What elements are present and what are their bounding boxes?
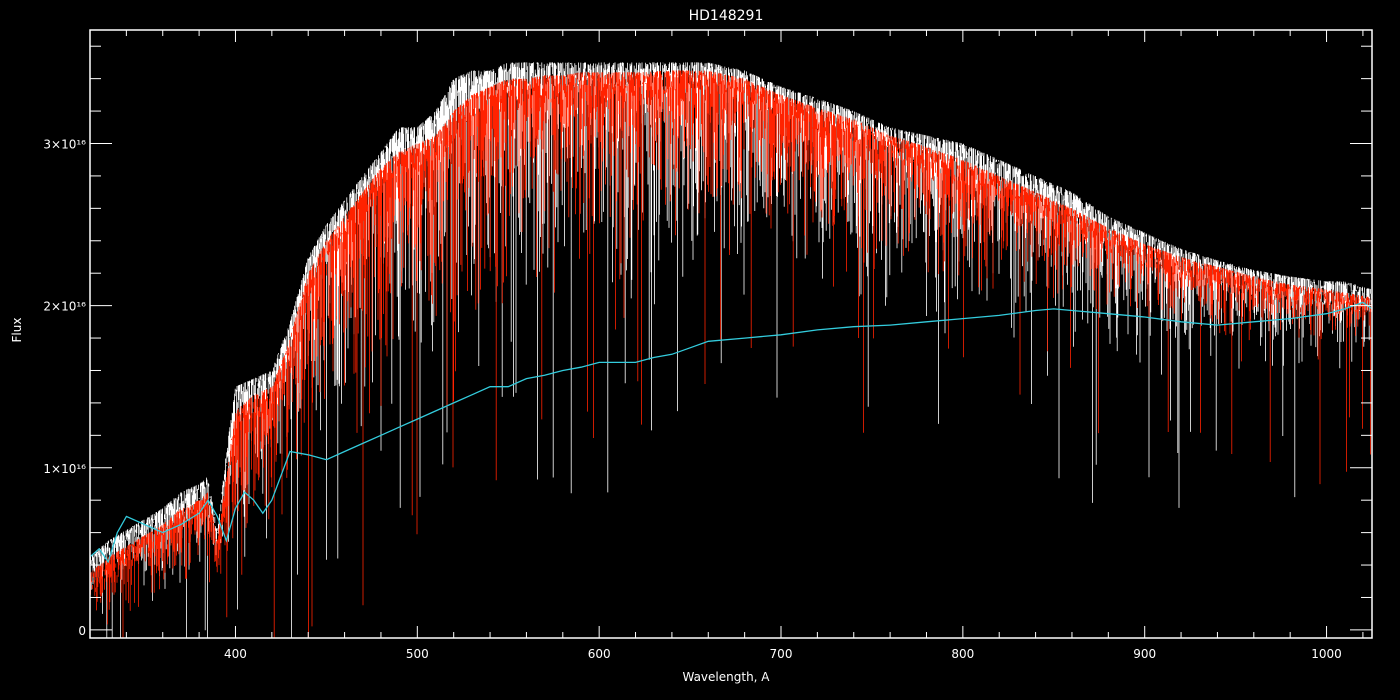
y-tick-label: 0: [78, 624, 86, 638]
x-tick-label: 800: [951, 647, 974, 661]
y-tick-label: 1×10¹⁶: [43, 462, 86, 476]
x-tick-label: 700: [770, 647, 793, 661]
y-axis-label: Flux: [10, 318, 24, 343]
y-tick-label: 3×10¹⁶: [43, 137, 86, 151]
axes-layer: 400 500 600 700 800 900 1000 0 1×10¹⁶ 2×10¹⁶ 3×10¹…: [43, 29, 1373, 661]
x-tick-label: 500: [406, 647, 429, 661]
y-tick-label: 2×10¹⁶: [43, 300, 86, 314]
chart-title: HD148291: [689, 8, 764, 24]
continuum-line: [89, 301, 1373, 564]
x-tick-label: 900: [1133, 647, 1156, 661]
x-tick-label: 1000: [1311, 647, 1342, 661]
x-tick-label: 600: [588, 647, 611, 661]
plot-frame: [89, 29, 1373, 639]
x-tick-label: 400: [224, 647, 247, 661]
x-axis-label: Wavelength, A: [682, 670, 770, 684]
